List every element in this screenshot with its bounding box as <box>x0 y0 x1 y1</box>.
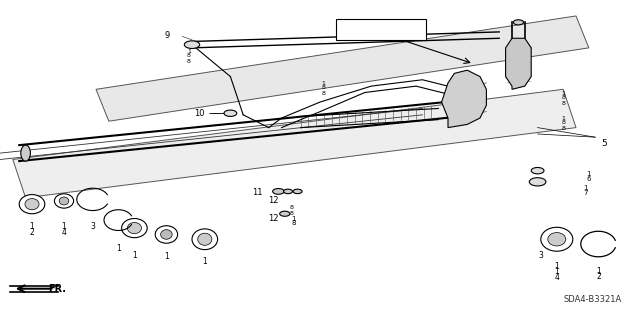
Text: SDA4-B3321A: SDA4-B3321A <box>563 295 621 304</box>
Polygon shape <box>442 70 486 128</box>
Text: 1: 1 <box>116 244 121 253</box>
Text: 8: 8 <box>561 95 565 100</box>
Circle shape <box>284 189 292 194</box>
Text: 1: 1 <box>61 222 67 231</box>
Circle shape <box>293 189 302 194</box>
Text: 2: 2 <box>29 228 35 237</box>
Polygon shape <box>96 16 589 121</box>
Circle shape <box>531 167 544 174</box>
Text: 8: 8 <box>321 85 325 90</box>
Circle shape <box>224 110 237 116</box>
Text: 8: 8 <box>561 120 565 125</box>
Ellipse shape <box>19 195 45 214</box>
Circle shape <box>280 211 290 216</box>
Text: 4: 4 <box>554 273 559 282</box>
Text: 3: 3 <box>538 251 543 260</box>
Ellipse shape <box>161 230 172 239</box>
Text: 8: 8 <box>561 126 565 131</box>
Text: B-33-61: B-33-61 <box>360 25 402 35</box>
Circle shape <box>273 189 284 194</box>
Ellipse shape <box>548 233 566 246</box>
Text: 6: 6 <box>586 176 591 182</box>
Text: 3: 3 <box>90 222 95 231</box>
Circle shape <box>184 41 200 48</box>
Text: 2: 2 <box>596 272 601 281</box>
Text: 8: 8 <box>289 205 293 211</box>
Text: 1: 1 <box>164 252 169 261</box>
Text: 12: 12 <box>268 197 278 205</box>
Text: 12: 12 <box>268 214 278 223</box>
Text: 8: 8 <box>561 100 565 106</box>
Text: 8: 8 <box>187 53 191 58</box>
Ellipse shape <box>122 219 147 238</box>
Polygon shape <box>13 89 576 198</box>
Text: 8: 8 <box>321 91 325 96</box>
Text: 7: 7 <box>583 190 588 196</box>
Circle shape <box>513 20 524 25</box>
Circle shape <box>529 178 546 186</box>
Text: 1: 1 <box>202 257 207 266</box>
Text: 1: 1 <box>586 171 591 177</box>
Text: 11: 11 <box>252 189 262 197</box>
Text: 1: 1 <box>561 91 565 96</box>
Text: 8: 8 <box>291 220 296 226</box>
Text: 1: 1 <box>596 267 601 276</box>
Text: 1: 1 <box>29 222 35 231</box>
Polygon shape <box>506 38 531 89</box>
Text: 1: 1 <box>291 216 296 221</box>
Text: 8: 8 <box>187 59 191 64</box>
Text: 10: 10 <box>195 109 205 118</box>
Ellipse shape <box>25 198 39 210</box>
Ellipse shape <box>192 229 218 249</box>
Text: 1: 1 <box>561 116 565 121</box>
Text: 1: 1 <box>554 262 559 271</box>
Ellipse shape <box>60 197 69 205</box>
Text: 1: 1 <box>321 81 325 86</box>
Text: 1: 1 <box>187 48 191 54</box>
FancyBboxPatch shape <box>336 19 426 40</box>
Ellipse shape <box>127 223 141 234</box>
Text: 5: 5 <box>602 139 607 148</box>
Ellipse shape <box>20 145 31 161</box>
Text: 8: 8 <box>289 211 293 216</box>
Ellipse shape <box>54 194 74 208</box>
Text: 4: 4 <box>61 228 67 237</box>
Text: 1: 1 <box>583 185 588 191</box>
Text: 9: 9 <box>164 31 170 40</box>
Ellipse shape <box>541 227 573 251</box>
Text: 1: 1 <box>554 267 559 276</box>
Ellipse shape <box>198 233 212 245</box>
Text: 1: 1 <box>132 251 137 260</box>
Text: FR.: FR. <box>48 284 66 294</box>
Ellipse shape <box>156 226 178 243</box>
